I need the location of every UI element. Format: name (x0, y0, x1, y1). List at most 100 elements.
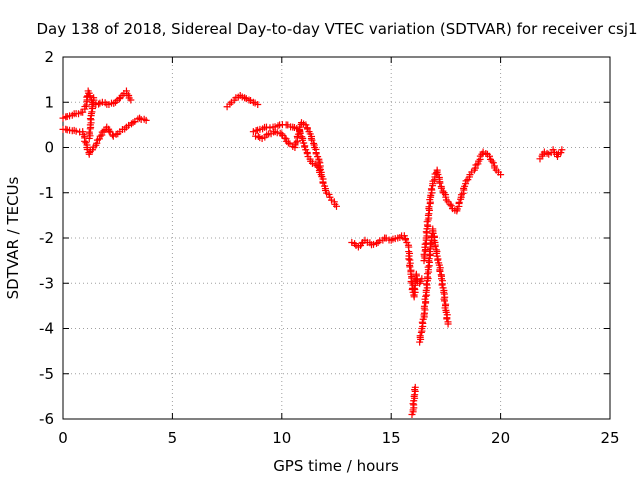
data-point (333, 202, 340, 210)
y-axis-label: SDTVAR / TECUs (4, 176, 22, 299)
data-point-fill (112, 130, 120, 138)
data-point-fill (424, 263, 432, 271)
data-point-fill (81, 103, 89, 111)
data-point-fill (406, 263, 414, 271)
data-point-fill (316, 164, 324, 172)
data-point (418, 275, 426, 283)
data-point-fill (436, 267, 444, 275)
x-tick-labels: 0 5 10 15 20 25 (58, 429, 619, 447)
data-point-fill (93, 139, 101, 147)
data-point-fill (292, 139, 300, 147)
x-axis-label: GPS time / hours (273, 457, 399, 475)
chart-title: Day 138 of 2018, Sidereal Day-to-day VTE… (36, 20, 637, 38)
data-point (136, 114, 144, 122)
x-tick-label: 25 (600, 429, 619, 447)
data-point-fill (81, 137, 89, 145)
data-point-fill (423, 270, 431, 278)
x-tick-label: 5 (168, 429, 178, 447)
data-point-fill (482, 149, 490, 157)
y-tick-labels: -6 -5 -4 -3 -2 -1 0 1 2 (39, 48, 54, 428)
data-point-fill (254, 133, 262, 141)
data-point-fill (412, 272, 420, 280)
data-point (497, 171, 505, 179)
data-point-fill (471, 164, 479, 172)
data-point (317, 168, 325, 176)
data-point (411, 383, 419, 391)
y-tick-label: -4 (39, 320, 54, 338)
data-point-fill (281, 134, 289, 142)
data-point (254, 101, 262, 109)
data-point-fill (405, 255, 413, 263)
data-point-fill (407, 278, 415, 286)
data-point-fill (441, 297, 449, 305)
data-point-fill (455, 198, 463, 206)
data-point (142, 116, 150, 124)
data-point-fill (410, 284, 418, 292)
data-point-fill (396, 234, 404, 242)
data-point-fill (421, 240, 429, 248)
data-point (90, 94, 98, 102)
data-point-fill (376, 237, 384, 245)
data-point-fill (486, 152, 494, 160)
data-point-fill (319, 179, 327, 187)
data-point-fill (457, 191, 465, 199)
data-point-fill (439, 187, 447, 195)
data-point (558, 146, 566, 154)
x-tick-label: 10 (272, 429, 291, 447)
data-point-fill (62, 125, 70, 133)
y-tick-label: -1 (39, 184, 54, 202)
data-point-fill (123, 90, 131, 98)
data-point (241, 94, 249, 102)
data-point-fill (420, 250, 428, 258)
data-point-fill (418, 318, 426, 326)
y-tick-label: -5 (39, 365, 54, 383)
data-point-fill (443, 315, 451, 323)
data-point-fill (85, 128, 93, 136)
data-point-fill (370, 240, 378, 248)
y-tick-label: -2 (39, 229, 54, 247)
data-point-fill (409, 400, 417, 408)
data-point-fill (416, 332, 424, 340)
data-point-fill (425, 203, 433, 211)
data-point-fill (294, 130, 302, 138)
data-point-fill (423, 218, 431, 226)
data-point (444, 320, 452, 328)
data-point-fill (311, 160, 319, 168)
data-point-fill (274, 122, 282, 130)
x-tick-label: 20 (491, 429, 510, 447)
data-point-fill (431, 242, 439, 250)
grid (63, 57, 610, 419)
data-point-fill (422, 280, 430, 288)
data-point-fill (429, 177, 437, 185)
y-tick-label: 0 (44, 139, 54, 157)
data-point-fill (425, 255, 433, 263)
data-point-fill (422, 292, 430, 300)
data-point-fill (427, 185, 435, 193)
x-tick-label: 15 (382, 429, 401, 447)
data-point-fill (95, 100, 103, 108)
data-point (127, 96, 135, 104)
data-point-fill (105, 127, 113, 135)
y-tick-label: 1 (44, 93, 54, 111)
data-point-fill (86, 115, 94, 123)
data-point-fill (543, 149, 551, 157)
plot-frame (62, 56, 611, 420)
data-point (440, 288, 448, 296)
data-point (72, 127, 80, 135)
data-point-fill (101, 99, 109, 107)
data-point-fill (420, 302, 428, 310)
data-point-fill (308, 136, 316, 144)
x-tick-label: 0 (58, 429, 68, 447)
data-point (278, 130, 286, 138)
data-point (475, 157, 483, 165)
y-tick-label: -6 (39, 410, 54, 428)
data-point-fill (436, 179, 444, 187)
data-point (315, 157, 323, 165)
data-point-fill (424, 274, 432, 282)
data-point-fill (310, 140, 318, 148)
data-point (488, 157, 496, 165)
data-point-fill (489, 159, 497, 167)
data-point (96, 132, 104, 140)
data-point-fill (422, 228, 430, 236)
